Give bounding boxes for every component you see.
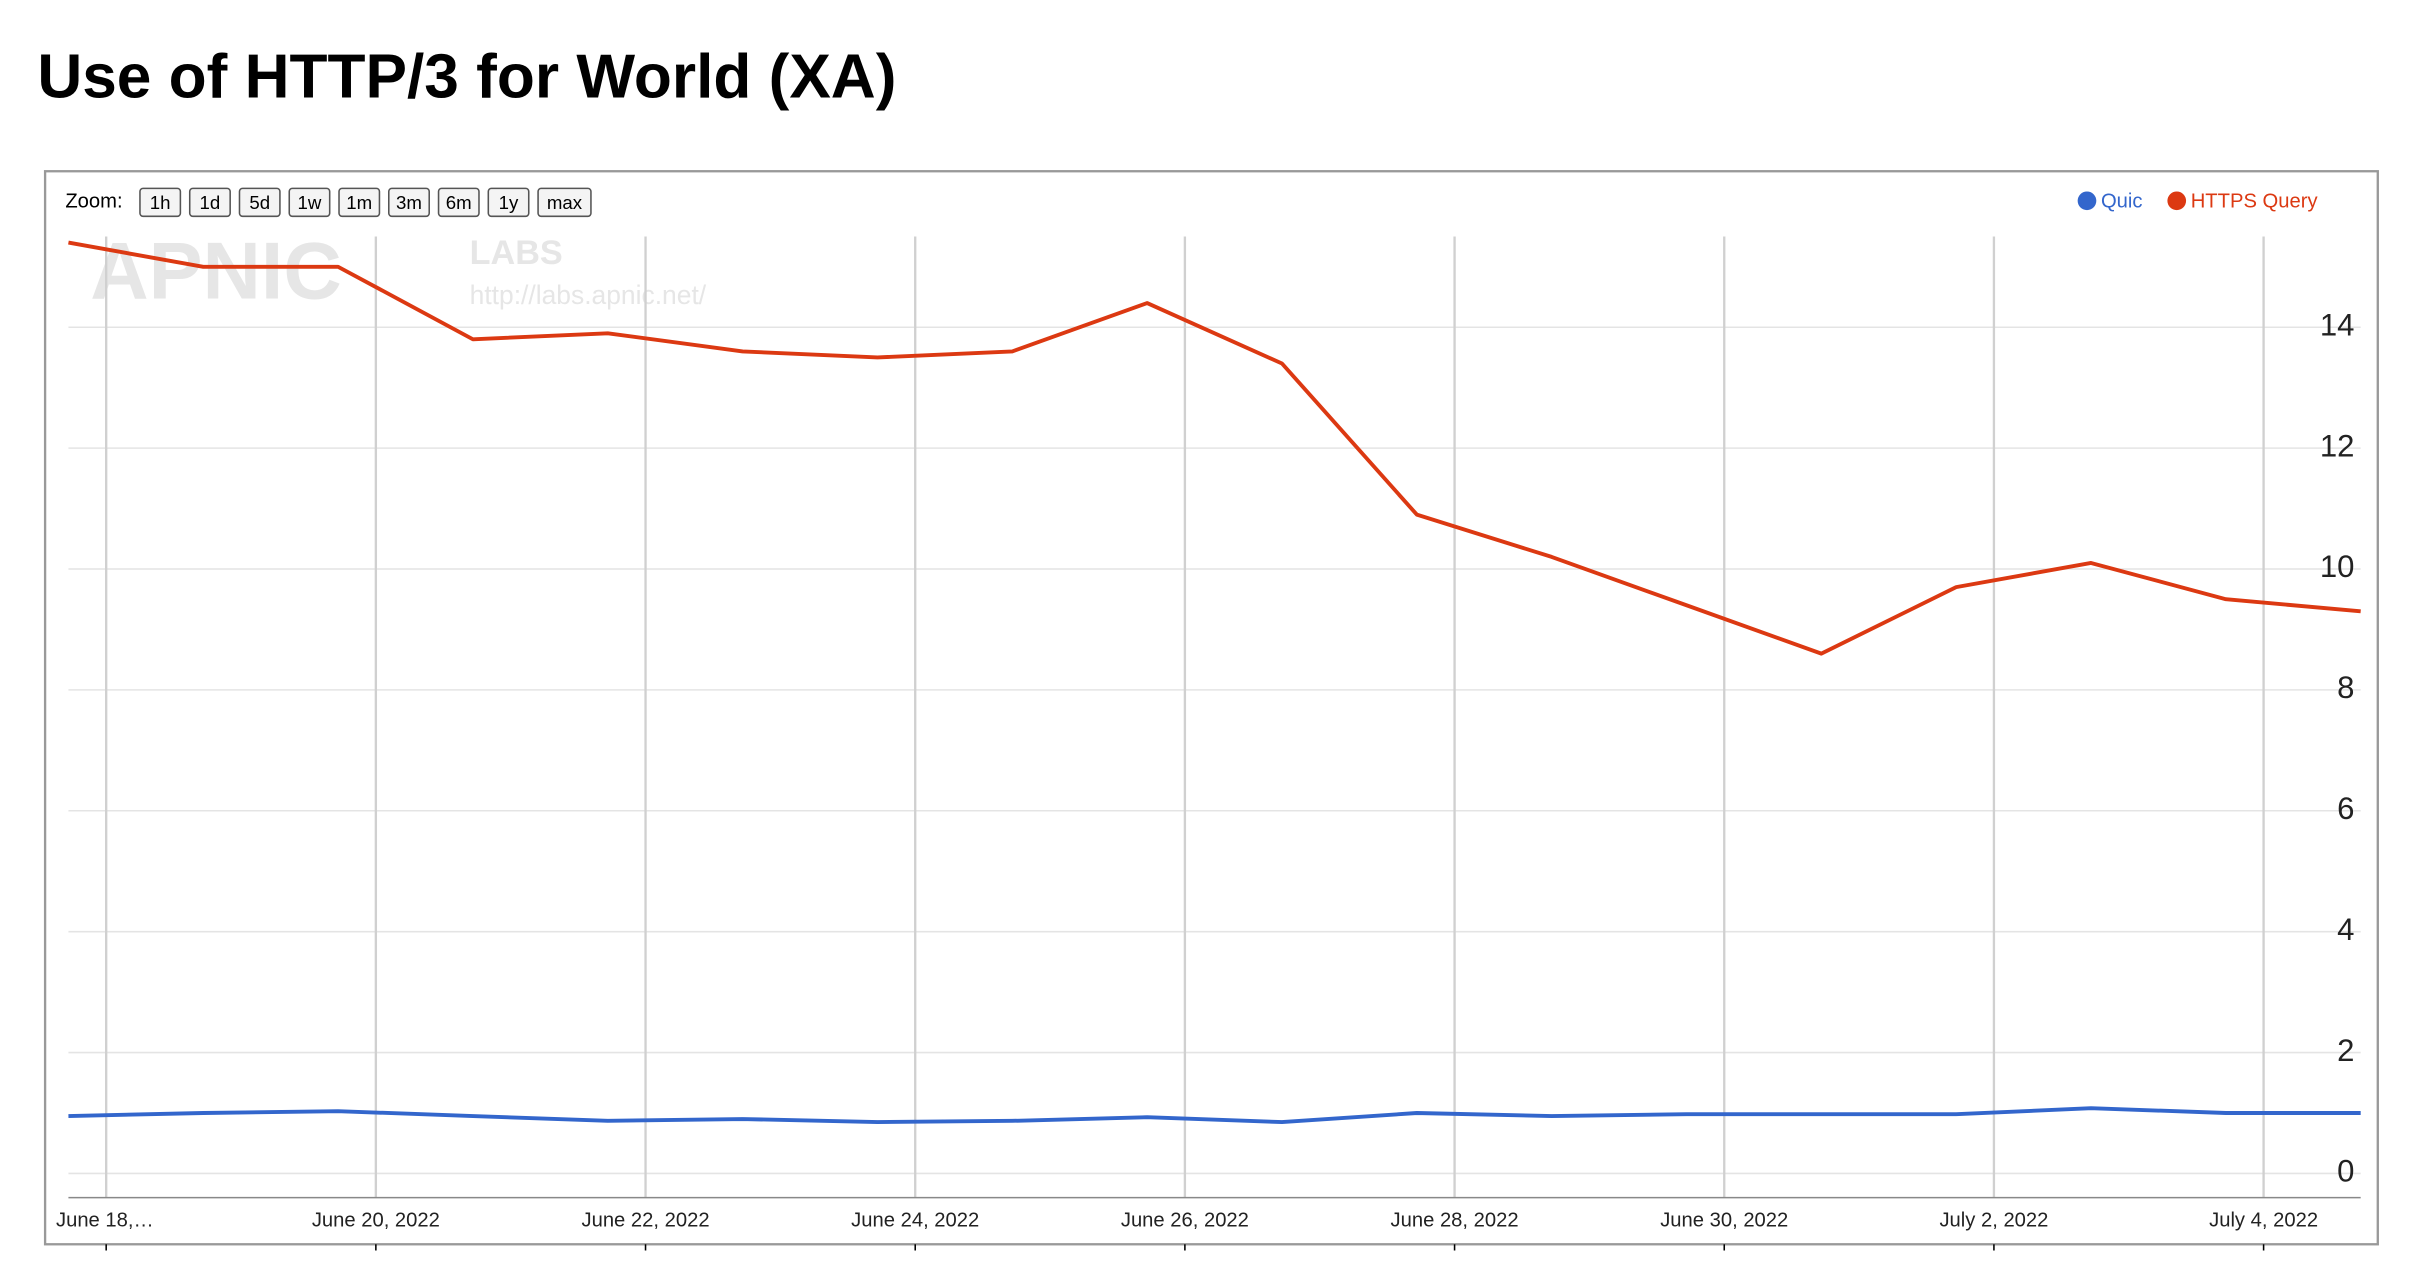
y-tick-label: 4 — [2337, 912, 2354, 947]
zoom-button[interactable] — [188, 187, 231, 218]
zoom-button[interactable] — [487, 187, 530, 218]
zoom-button[interactable] — [437, 187, 480, 218]
zoom-button-label[interactable]: 6m — [446, 192, 472, 213]
chart-frame — [43, 170, 2379, 1246]
series-line — [68, 240, 2361, 656]
series-line — [68, 1106, 2361, 1125]
zoom-button-label[interactable]: 1d — [200, 192, 221, 213]
zoom-button[interactable] — [537, 187, 592, 218]
zoom-button-label[interactable]: 5d — [249, 192, 270, 213]
y-tick-label: 0 — [2337, 1154, 2354, 1189]
x-tick-label: July 2, 2022 — [1939, 1209, 2048, 1231]
watermark: APNIC — [90, 226, 342, 316]
y-tick-label: 6 — [2337, 791, 2354, 826]
x-tick-label: June 18,… — [56, 1209, 154, 1231]
y-tick-label: 2 — [2337, 1033, 2354, 1068]
zoom-button[interactable] — [238, 187, 281, 218]
zoom-button-label[interactable]: 1h — [150, 192, 171, 213]
y-tick-label: 14 — [2320, 307, 2355, 342]
zoom-button[interactable] — [338, 187, 381, 218]
zoom-button[interactable] — [288, 187, 331, 218]
legend-label[interactable]: Quic — [2101, 191, 2143, 213]
zoom-button[interactable] — [388, 187, 430, 218]
watermark: http://labs.apnic.net/ — [470, 280, 707, 310]
x-tick-label: June 30, 2022 — [1660, 1209, 1788, 1231]
zoom-label: Zoom: — [65, 191, 122, 213]
watermark: LABS — [470, 234, 563, 272]
zoom-button-label[interactable]: 1m — [346, 192, 372, 213]
zoom-button-label[interactable]: 1w — [298, 192, 322, 213]
chart-title: Use of HTTP/3 for World (XA) — [37, 42, 896, 111]
zoom-button-label[interactable]: 3m — [396, 192, 422, 213]
y-tick-label: 8 — [2337, 670, 2354, 705]
y-tick-label: 12 — [2320, 428, 2355, 463]
zoom-button[interactable] — [139, 187, 182, 218]
x-tick-label: June 28, 2022 — [1391, 1209, 1519, 1231]
legend-label[interactable]: HTTPS Query — [2191, 191, 2319, 213]
y-tick-label: 10 — [2320, 549, 2355, 584]
x-tick-label: June 26, 2022 — [1121, 1209, 1249, 1231]
zoom-button-label[interactable]: 1y — [499, 192, 519, 213]
x-tick-label: June 24, 2022 — [851, 1209, 979, 1231]
zoom-button-label[interactable]: max — [547, 192, 583, 213]
x-tick-label: June 22, 2022 — [581, 1209, 709, 1231]
legend-marker — [2167, 191, 2187, 211]
x-tick-label: June 20, 2022 — [312, 1209, 440, 1231]
x-tick-label: July 4, 2022 — [2209, 1209, 2318, 1231]
legend-marker — [2077, 191, 2097, 211]
